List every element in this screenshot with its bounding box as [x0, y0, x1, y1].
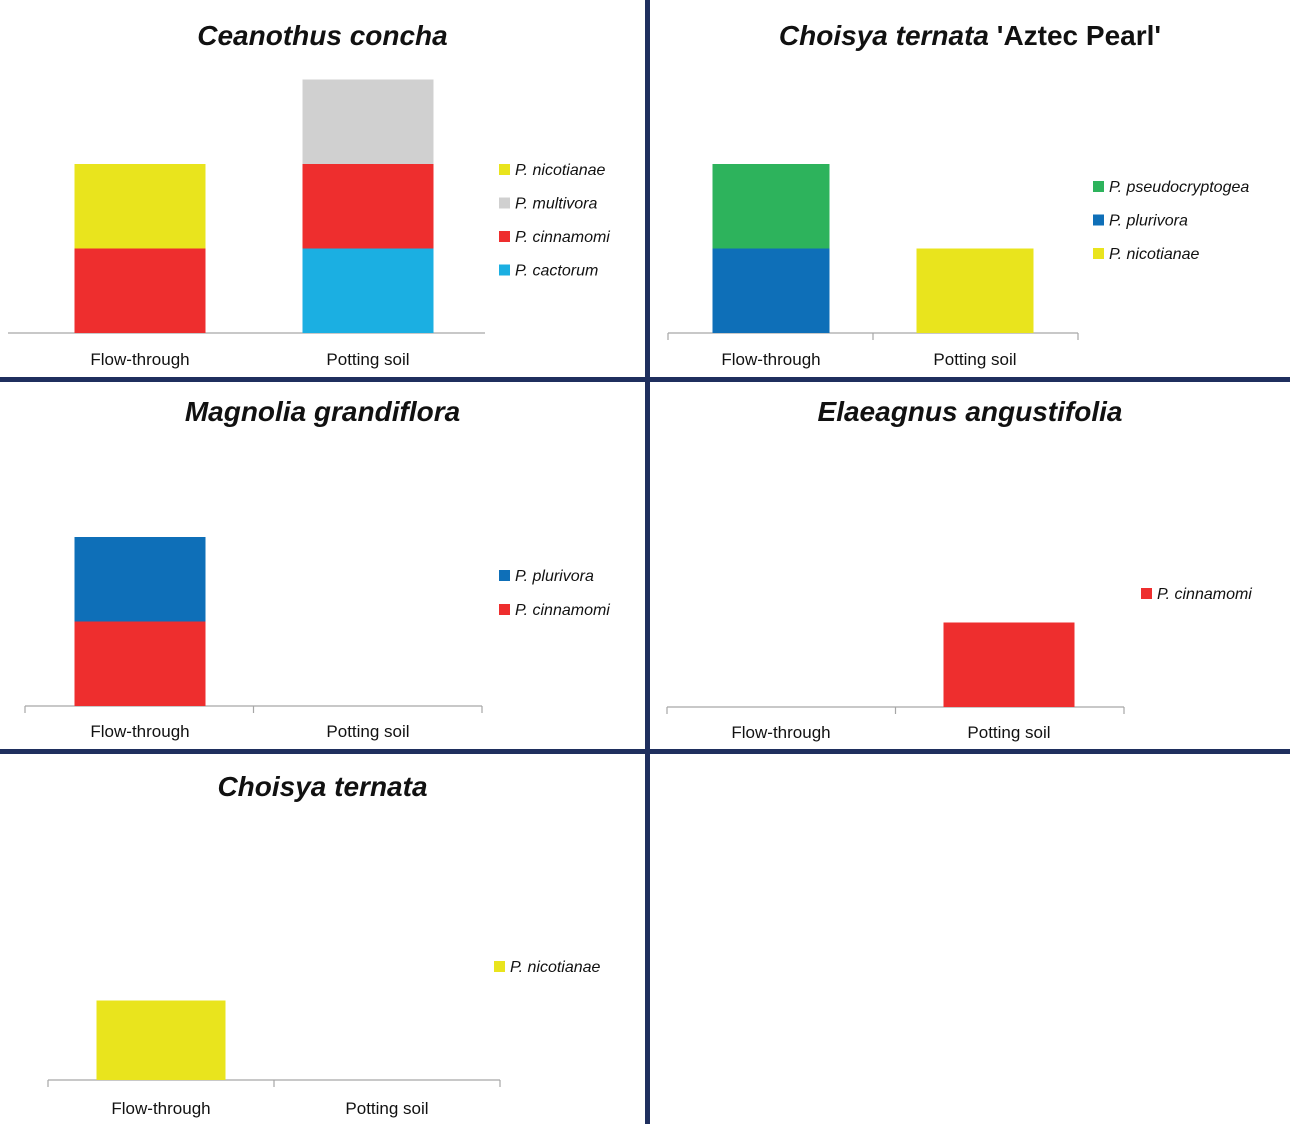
- legend-swatch-p-nicotianae: [494, 961, 505, 972]
- chart-svg: Flow-through Potting soil P. nicotianae P. …: [8, 79, 610, 369]
- category-label: Flow-through: [731, 723, 830, 742]
- legend-swatch-p-cinnamomi: [499, 231, 510, 242]
- chart-svg: Flow-through Potting soil P. plurivora P. c…: [24, 537, 610, 741]
- legend-label-p-plurivora: P. plurivora: [1109, 213, 1188, 230]
- category-label: Potting soil: [345, 1099, 428, 1118]
- chart-svg: Flow-through Potting soil P. nicotianae: [47, 959, 601, 1118]
- legend-label-p-cinnamomi: P. cinnamomi: [515, 602, 610, 619]
- legend-label-p-nicotianae: P. nicotianae: [1109, 246, 1200, 263]
- chart-svg: Flow-through Potting soil P. cinnamomi: [666, 586, 1252, 742]
- category-label: Potting soil: [326, 722, 409, 741]
- category-label: Potting soil: [326, 350, 409, 369]
- chart-title-species: Magnolia grandiflora: [184, 396, 461, 427]
- bar-segment-p-nicotianae-flow-through: [96, 1000, 226, 1080]
- legend-swatch-p-cinnamomi: [499, 604, 510, 615]
- chart-title: Magnolia grandiflora: [0, 396, 645, 428]
- chart-title-species: Ceanothus concha: [197, 20, 448, 51]
- chart-title: Elaeagnus angustifolia: [650, 396, 1290, 428]
- category-label: Flow-through: [721, 350, 820, 369]
- bar-segment-p-plurivora-flow-through: [74, 537, 206, 622]
- horizontal-divider-bottom: [0, 749, 1290, 754]
- chart-panel-ceanothus-concha: Ceanothus concha Flow-through Potting soi…: [0, 0, 645, 377]
- bar-segment-p-cinnamomi-potting-soil: [943, 622, 1075, 707]
- legend-swatch-p-nicotianae: [1093, 248, 1104, 259]
- bar-segment-p-cinnamomi-flow-through: [74, 248, 206, 333]
- chart-svg: Flow-through Potting soil P. pseudocryptog…: [667, 164, 1249, 369]
- vertical-divider: [645, 0, 650, 1124]
- horizontal-divider-top: [0, 377, 1290, 382]
- bar-segment-p-cinnamomi-flow-through: [74, 621, 206, 706]
- legend-label-p-cinnamomi: P. cinnamomi: [1157, 586, 1252, 603]
- legend-swatch-p-multivora: [499, 197, 510, 209]
- legend-swatch-p-pseudocryptogea: [1093, 181, 1104, 192]
- chart-title-species: Choisya ternata: [778, 20, 989, 51]
- bar-segment-p-cactorum-potting-soil: [302, 248, 434, 333]
- bar-segment-p-multivora-potting-soil: [302, 79, 434, 164]
- chart-panel-choisya-aztec-pearl: Choisya ternata 'Aztec Pearl' Flow-throu…: [650, 0, 1290, 377]
- category-label: Potting soil: [933, 350, 1016, 369]
- chart-title-cultivar: 'Aztec Pearl': [996, 20, 1162, 51]
- legend-swatch-p-nicotianae: [499, 164, 510, 175]
- chart-title: Choisya ternata: [0, 771, 645, 803]
- bar-segment-p-cinnamomi-potting-soil: [302, 164, 434, 249]
- chart-title-species: Choisya ternata: [217, 771, 428, 802]
- category-label: Flow-through: [111, 1099, 210, 1118]
- category-label: Flow-through: [90, 722, 189, 741]
- legend-swatch-p-plurivora: [1093, 214, 1104, 226]
- legend-swatch-p-cinnamomi: [1141, 588, 1152, 599]
- legend-label-p-plurivora: P. plurivora: [515, 568, 594, 585]
- chart-panel-elaeagnus-angustifolia: Elaeagnus angustifolia Flow-through Potti…: [650, 382, 1290, 749]
- chart-title: Ceanothus concha: [0, 20, 645, 52]
- chart-title-species: Elaeagnus angustifolia: [817, 396, 1123, 427]
- chart-panel-choisya-ternata: Choisya ternata Flow-through Potting soil…: [0, 754, 645, 1124]
- chart-title: Choisya ternata 'Aztec Pearl': [650, 20, 1290, 52]
- category-label: Potting soil: [967, 723, 1050, 742]
- chart-panel-magnolia-grandiflora: Magnolia grandiflora Flow-through Potting…: [0, 382, 645, 749]
- legend-label-p-multivora: P. multivora: [515, 196, 598, 213]
- bar-segment-p-nicotianae-flow-through: [74, 164, 206, 249]
- legend-swatch-p-plurivora: [499, 570, 510, 581]
- legend-label-p-nicotianae: P. nicotianae: [515, 162, 606, 179]
- legend-label-p-cactorum: P. cactorum: [515, 263, 598, 280]
- bar-segment-p-plurivora-flow-through: [712, 248, 830, 333]
- legend-label-p-pseudocryptogea: P. pseudocryptogea: [1109, 179, 1249, 196]
- bar-segment-p-pseudocryptogea-flow-through: [712, 164, 830, 249]
- bar-segment-p-nicotianae-potting-soil: [916, 248, 1034, 333]
- legend-label-p-cinnamomi: P. cinnamomi: [515, 229, 610, 246]
- legend-label-p-nicotianae: P. nicotianae: [510, 959, 601, 976]
- category-label: Flow-through: [90, 350, 189, 369]
- legend-swatch-p-cactorum: [499, 264, 510, 276]
